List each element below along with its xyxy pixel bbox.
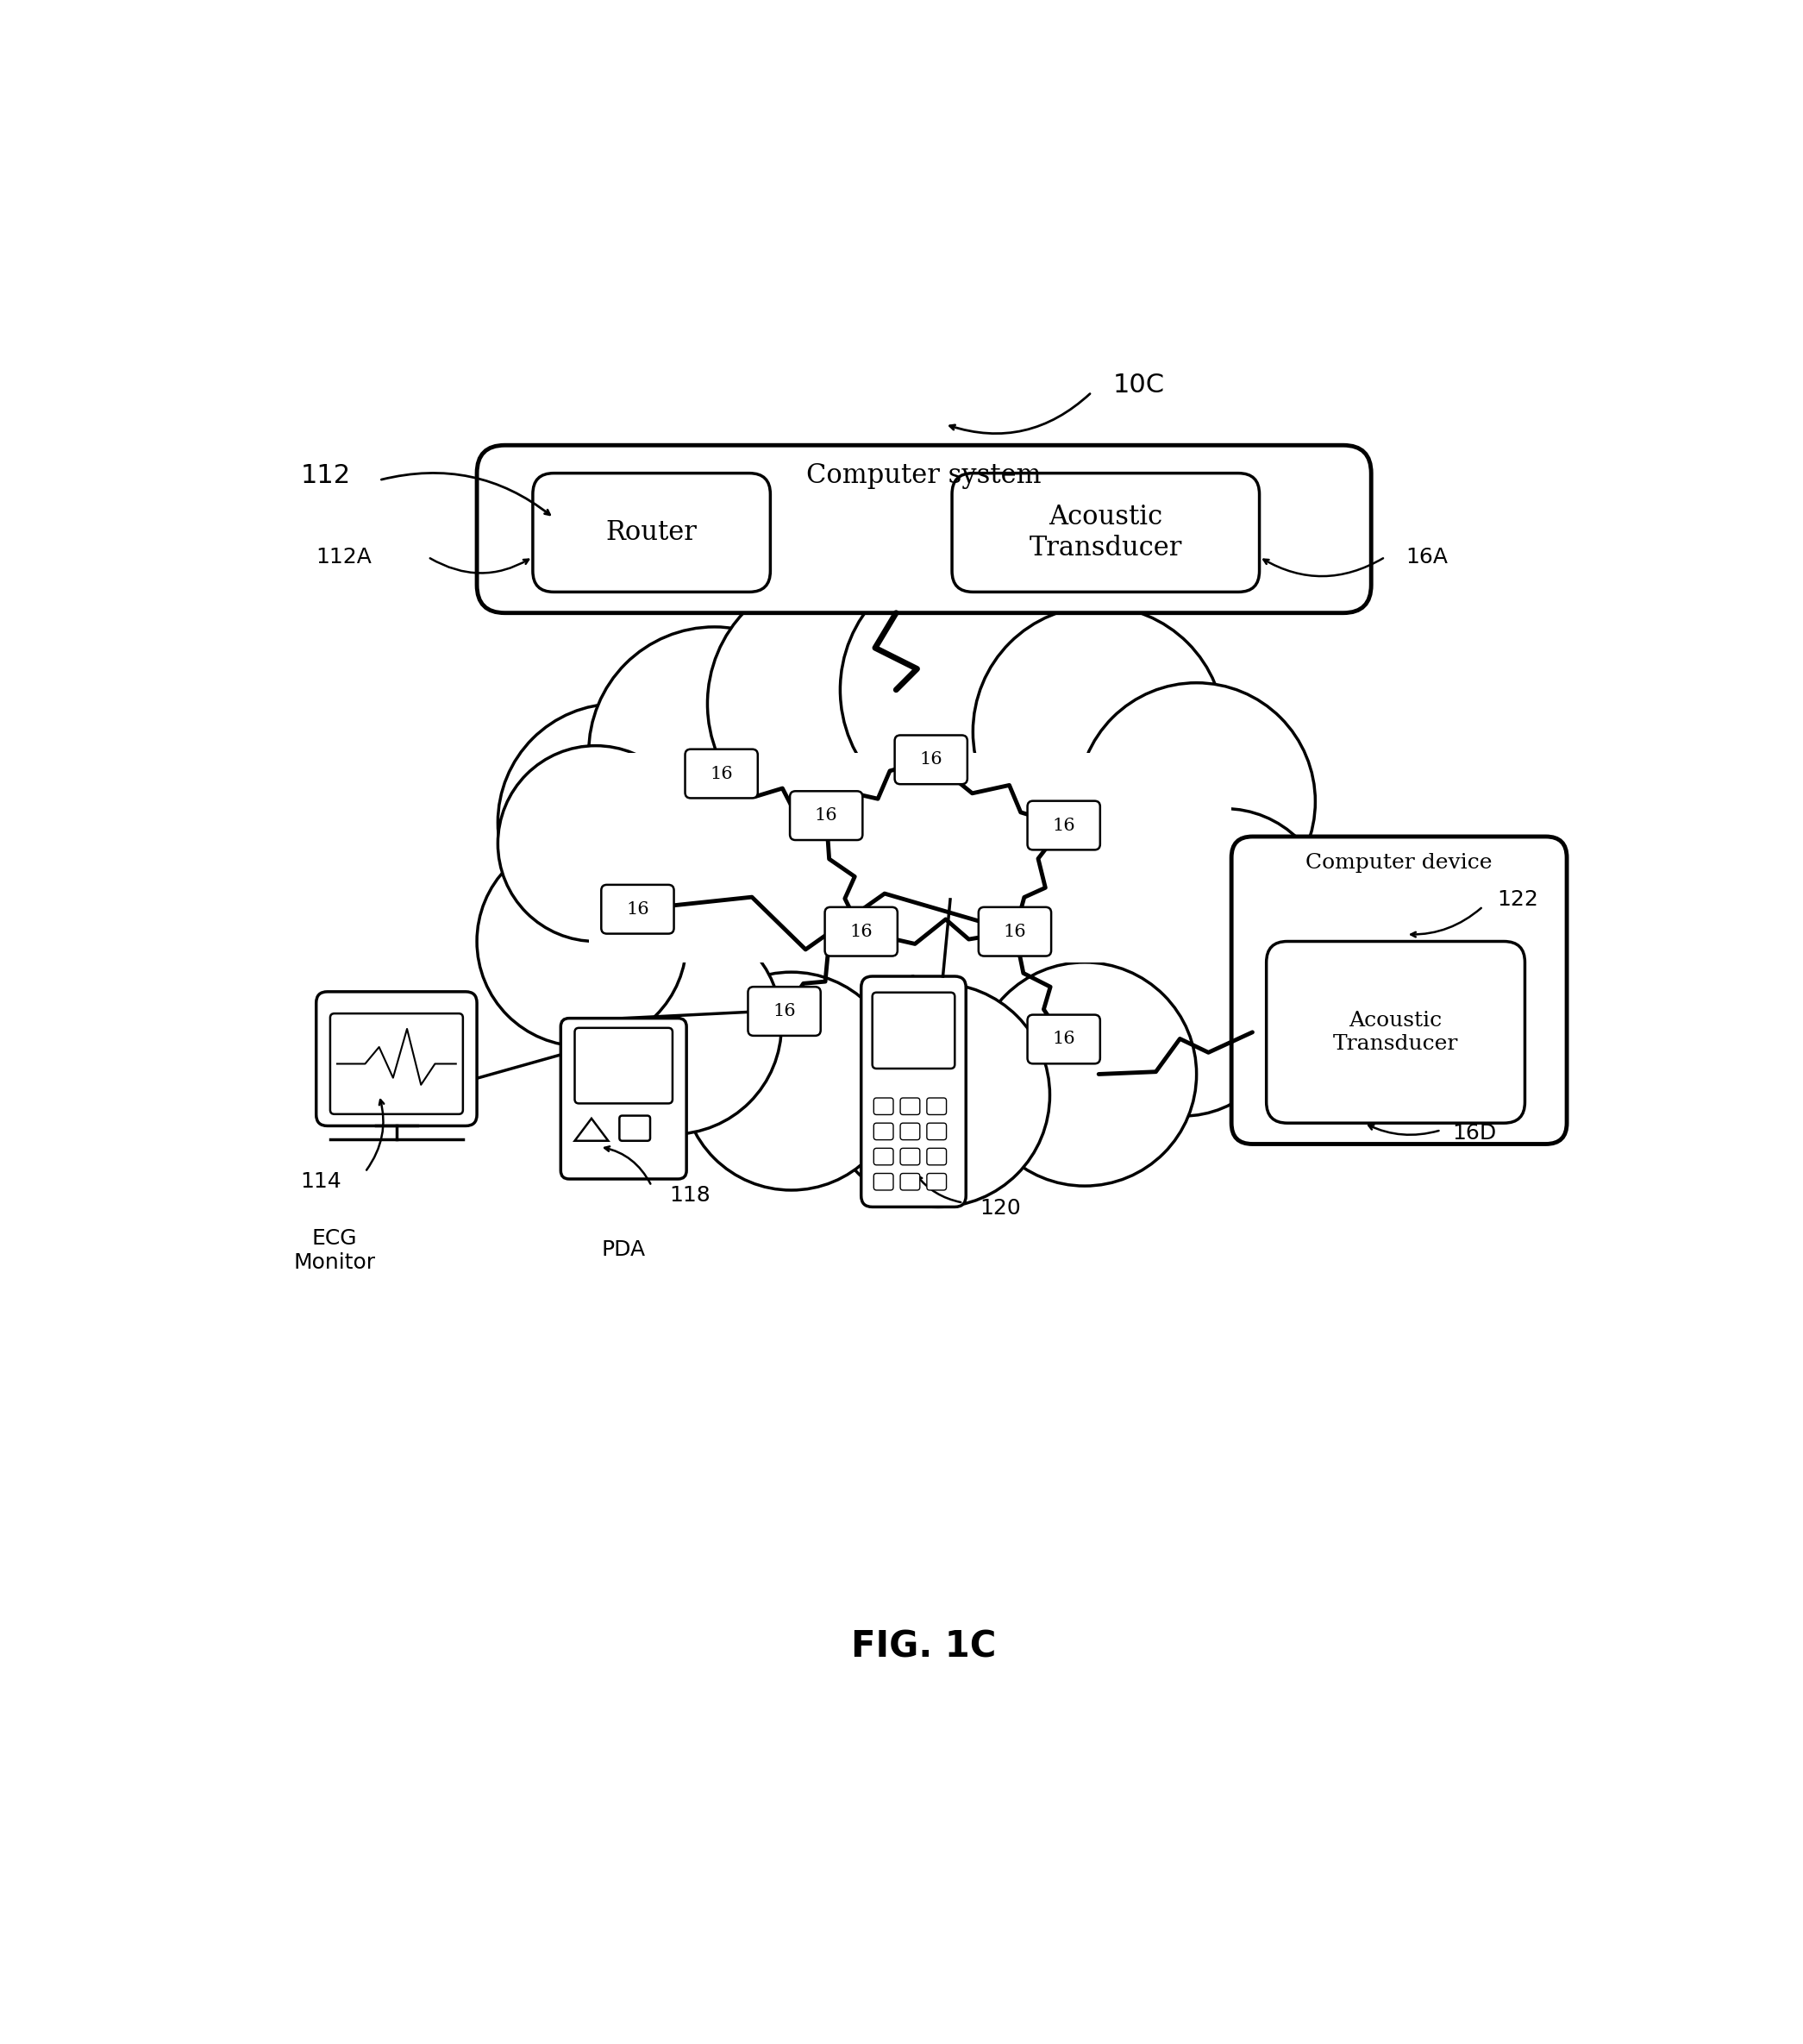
FancyBboxPatch shape <box>316 991 478 1126</box>
Circle shape <box>498 746 694 942</box>
FancyBboxPatch shape <box>534 472 770 593</box>
Circle shape <box>974 605 1224 858</box>
Text: 16: 16 <box>849 924 873 940</box>
Text: 16A: 16A <box>1406 546 1448 568</box>
Text: 16: 16 <box>1004 924 1026 940</box>
FancyBboxPatch shape <box>927 1098 947 1114</box>
Text: ECG
Monitor: ECG Monitor <box>294 1228 375 1273</box>
FancyBboxPatch shape <box>561 1018 687 1179</box>
Text: Computer system: Computer system <box>806 462 1042 489</box>
Circle shape <box>588 628 840 879</box>
Text: 16: 16 <box>1053 818 1075 834</box>
Circle shape <box>682 973 900 1190</box>
Text: 16: 16 <box>815 807 838 824</box>
Circle shape <box>707 570 974 836</box>
FancyBboxPatch shape <box>790 791 862 840</box>
Text: Acoustic
Transducer: Acoustic Transducer <box>1030 503 1183 562</box>
Circle shape <box>840 558 1105 822</box>
FancyBboxPatch shape <box>900 1173 920 1190</box>
FancyBboxPatch shape <box>862 977 966 1206</box>
Circle shape <box>478 836 687 1047</box>
FancyBboxPatch shape <box>575 1028 673 1104</box>
Text: FIG. 1C: FIG. 1C <box>851 1629 997 1666</box>
FancyBboxPatch shape <box>620 1116 651 1141</box>
Text: 10C: 10C <box>1112 372 1165 399</box>
FancyBboxPatch shape <box>900 1149 920 1165</box>
FancyBboxPatch shape <box>900 1098 920 1114</box>
FancyBboxPatch shape <box>900 1122 920 1141</box>
Circle shape <box>1078 683 1316 920</box>
Text: 16: 16 <box>1053 1030 1075 1047</box>
Polygon shape <box>590 752 1231 963</box>
Text: 114: 114 <box>299 1171 341 1192</box>
Text: Acoustic
Transducer: Acoustic Transducer <box>1332 1012 1459 1053</box>
FancyBboxPatch shape <box>685 750 757 797</box>
FancyBboxPatch shape <box>894 736 968 785</box>
Text: 16: 16 <box>920 752 943 769</box>
FancyBboxPatch shape <box>927 1149 947 1165</box>
FancyBboxPatch shape <box>874 1173 892 1190</box>
Text: 118: 118 <box>669 1186 710 1206</box>
Text: 16D: 16D <box>1451 1122 1496 1143</box>
Circle shape <box>498 703 736 942</box>
FancyBboxPatch shape <box>748 987 820 1036</box>
Circle shape <box>1078 905 1287 1116</box>
FancyBboxPatch shape <box>952 472 1258 593</box>
FancyBboxPatch shape <box>600 885 674 934</box>
Circle shape <box>564 916 781 1134</box>
Text: 112A: 112A <box>316 546 371 568</box>
Circle shape <box>1120 809 1329 1018</box>
Text: 16: 16 <box>773 1004 795 1020</box>
FancyBboxPatch shape <box>927 1122 947 1141</box>
FancyBboxPatch shape <box>874 1098 892 1114</box>
FancyBboxPatch shape <box>874 1122 892 1141</box>
FancyBboxPatch shape <box>873 993 956 1069</box>
FancyBboxPatch shape <box>1266 942 1525 1122</box>
FancyBboxPatch shape <box>927 1173 947 1190</box>
Text: 122: 122 <box>1496 889 1538 910</box>
Text: 16: 16 <box>710 764 732 783</box>
FancyBboxPatch shape <box>874 1149 892 1165</box>
FancyBboxPatch shape <box>979 908 1051 957</box>
FancyBboxPatch shape <box>1028 801 1100 850</box>
FancyBboxPatch shape <box>1028 1014 1100 1063</box>
FancyBboxPatch shape <box>330 1014 463 1114</box>
Circle shape <box>826 983 1049 1206</box>
Text: Computer device: Computer device <box>1305 852 1493 873</box>
Text: PDA: PDA <box>602 1239 645 1259</box>
Text: 120: 120 <box>981 1198 1020 1218</box>
Text: 16: 16 <box>626 901 649 918</box>
FancyBboxPatch shape <box>1231 836 1567 1145</box>
Text: Router: Router <box>606 519 698 546</box>
FancyBboxPatch shape <box>824 908 898 957</box>
FancyBboxPatch shape <box>478 446 1372 613</box>
Text: 112: 112 <box>301 464 352 489</box>
Circle shape <box>974 963 1197 1186</box>
